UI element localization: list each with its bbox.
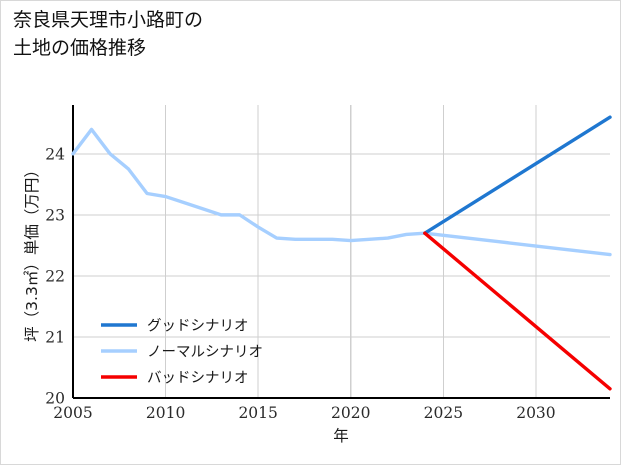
y-tick-label: 20 — [45, 390, 65, 408]
y-tick-label: 24 — [45, 145, 65, 163]
x-tick-label: 2025 — [424, 404, 463, 422]
series-line-bad — [423, 231, 612, 391]
x-tick-label: 2020 — [331, 404, 370, 422]
y-tick-label: 21 — [45, 328, 65, 346]
legend-label-normal: ノーマルシナリオ — [147, 345, 263, 361]
x-axis-title: 年 — [333, 427, 349, 445]
series-lines — [71, 115, 612, 391]
x-tick-labels: 2005 2010 2015 2020 2025 2030 — [53, 404, 555, 422]
series-line-normal — [71, 127, 612, 257]
y-tick-labels: 20 21 22 23 24 — [45, 145, 65, 407]
chart-title: 奈良県天理市小路町の 土地の価格推移 — [13, 9, 204, 59]
y-gridlines — [73, 153, 610, 399]
legend-label-bad: バッドシナリオ — [147, 371, 249, 387]
series-line-good — [423, 115, 612, 235]
y-tick-label: 22 — [45, 267, 65, 285]
x-tick-label: 2010 — [146, 404, 185, 422]
y-tick-label: 23 — [45, 206, 65, 224]
x-tick-label: 2030 — [516, 404, 555, 422]
legend-label-good: グッドシナリオ — [147, 318, 249, 335]
y-axis-title: 坪（3.3㎡）単価（万円） — [23, 162, 41, 342]
x-gridlines — [72, 105, 537, 398]
x-tick-label: 2015 — [238, 404, 277, 422]
x-tick-label: 2005 — [53, 404, 92, 422]
